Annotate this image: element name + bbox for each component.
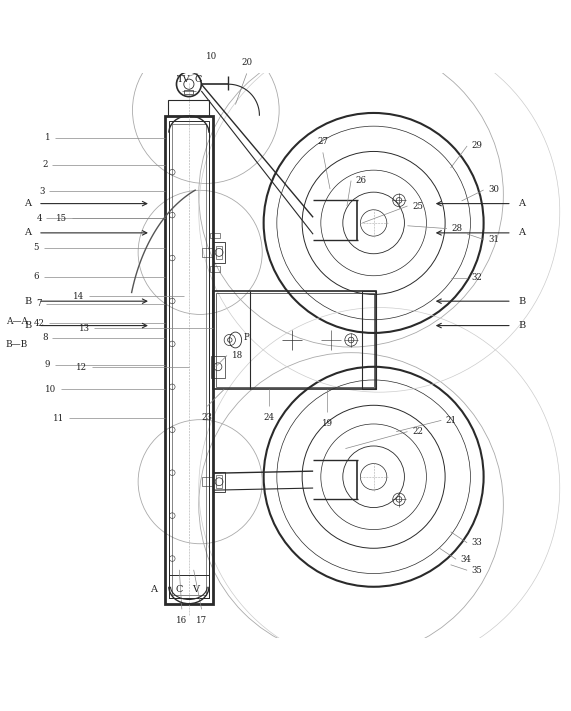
Text: 1: 1: [45, 133, 50, 142]
Text: A: A: [150, 585, 157, 594]
Text: 26: 26: [356, 176, 367, 185]
Text: 8: 8: [42, 333, 47, 342]
Text: 28: 28: [452, 224, 463, 233]
Text: 17: 17: [196, 616, 207, 625]
Text: 9: 9: [45, 360, 50, 369]
Text: 15: 15: [56, 214, 67, 223]
Bar: [213, 471, 226, 492]
Text: B: B: [24, 321, 31, 330]
Text: 31: 31: [488, 235, 499, 244]
Text: 3: 3: [39, 187, 45, 196]
Text: 34: 34: [461, 555, 472, 564]
Bar: [216, 245, 223, 259]
Text: 42: 42: [34, 319, 45, 328]
Text: 18: 18: [231, 351, 243, 360]
Text: 27: 27: [317, 137, 328, 146]
Text: 35: 35: [472, 566, 482, 574]
Text: 16: 16: [176, 616, 187, 625]
Bar: [213, 291, 376, 390]
Text: P: P: [244, 333, 250, 342]
Text: 2: 2: [42, 160, 47, 169]
Text: B: B: [24, 296, 31, 306]
Bar: [216, 475, 223, 488]
Text: 6: 6: [34, 272, 39, 282]
Text: C: C: [175, 585, 183, 594]
Text: 30: 30: [488, 186, 499, 194]
Bar: [363, 291, 376, 390]
Text: 7: 7: [37, 299, 42, 308]
Text: B: B: [518, 321, 525, 330]
Text: 14: 14: [73, 292, 85, 301]
Bar: [202, 477, 213, 486]
Bar: [184, 90, 194, 95]
Text: 5: 5: [34, 243, 39, 252]
Text: 24: 24: [264, 413, 275, 422]
Text: A—A: A—A: [6, 317, 27, 326]
Bar: [202, 248, 213, 257]
Text: B: B: [518, 296, 525, 306]
Text: 22: 22: [412, 427, 423, 436]
Text: A: A: [25, 199, 31, 208]
Text: 20: 20: [241, 58, 252, 67]
Text: C: C: [195, 75, 202, 84]
Bar: [216, 294, 373, 387]
Text: 11: 11: [53, 414, 65, 423]
Text: V: V: [192, 585, 199, 594]
Bar: [210, 267, 220, 272]
Bar: [169, 122, 209, 598]
Bar: [165, 116, 213, 604]
Text: 4: 4: [37, 214, 42, 223]
Bar: [168, 100, 210, 116]
Text: 10: 10: [45, 385, 56, 393]
Text: 21: 21: [446, 416, 457, 425]
Text: B—B: B—B: [6, 340, 28, 348]
Bar: [210, 232, 220, 238]
Text: A: A: [25, 228, 31, 237]
Text: 10: 10: [206, 52, 217, 61]
Text: 23: 23: [202, 413, 212, 422]
Text: 12: 12: [76, 363, 87, 372]
Text: 32: 32: [472, 274, 482, 282]
Text: 13: 13: [79, 324, 90, 333]
Text: A: A: [518, 228, 525, 237]
Bar: [213, 242, 226, 262]
Text: 25: 25: [412, 201, 423, 210]
Text: 29: 29: [472, 141, 482, 151]
Text: 19: 19: [322, 419, 333, 428]
Bar: [211, 356, 226, 378]
Text: A: A: [518, 199, 525, 208]
Text: TV: TV: [177, 75, 191, 84]
Text: 33: 33: [472, 538, 482, 547]
Bar: [169, 575, 209, 598]
Bar: [172, 124, 206, 595]
